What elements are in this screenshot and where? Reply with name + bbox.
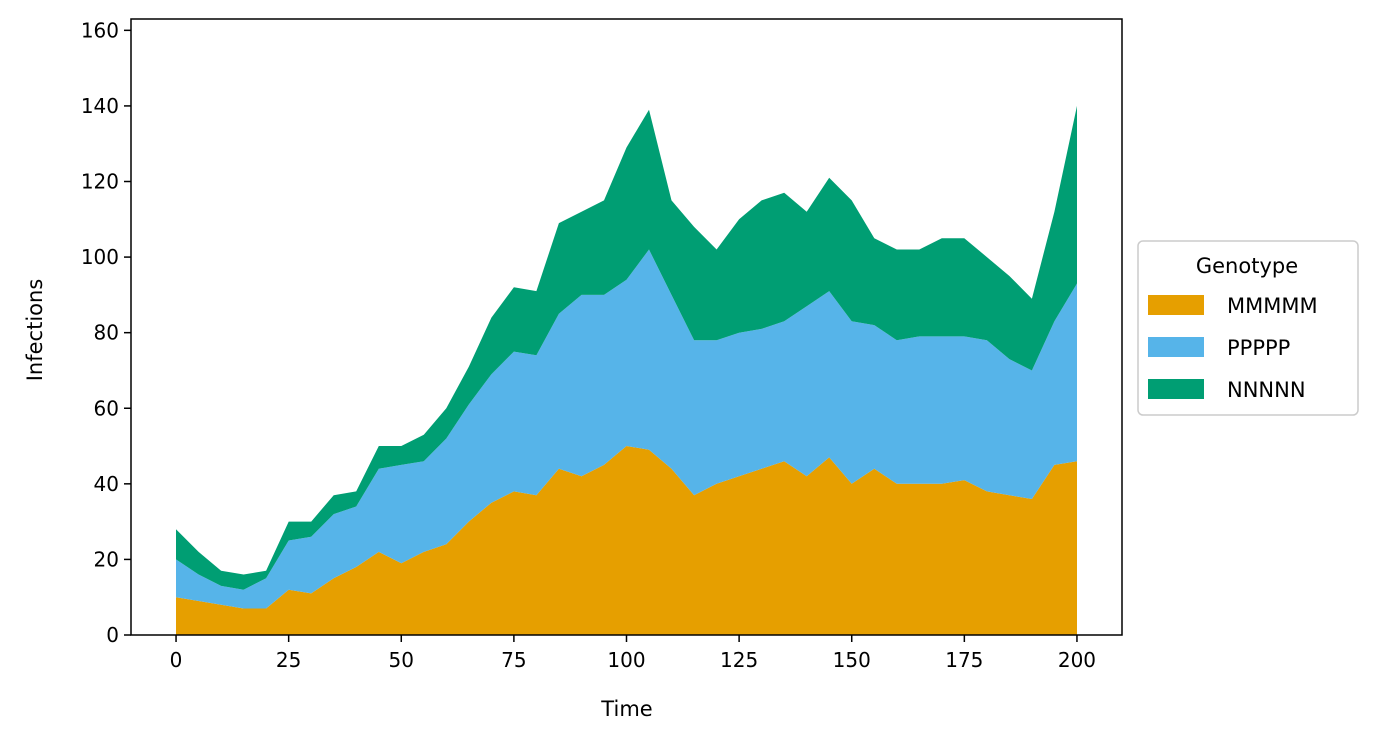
y-tick-label: 120 bbox=[81, 170, 119, 194]
y-tick-label: 80 bbox=[94, 321, 119, 345]
y-tick-label: 140 bbox=[81, 94, 119, 118]
legend-label-nnnnn: NNNNN bbox=[1227, 378, 1306, 402]
x-tick-label: 200 bbox=[1058, 648, 1096, 672]
y-tick-label: 60 bbox=[94, 396, 119, 420]
y-axis-label: Infections bbox=[23, 279, 47, 382]
y-tick-label: 100 bbox=[81, 245, 119, 269]
y-tick-label: 40 bbox=[94, 472, 119, 496]
area-series-ppppp bbox=[176, 249, 1077, 609]
area-series-nnnnn bbox=[176, 105, 1077, 590]
y-tick-label: 20 bbox=[94, 547, 119, 571]
x-tick-label: 75 bbox=[501, 648, 526, 672]
legend-items: MMMMM PPPPP NNNNN bbox=[1148, 294, 1318, 402]
legend-swatch-mmmmm bbox=[1148, 295, 1204, 315]
x-tick-label: 25 bbox=[276, 648, 301, 672]
legend-label-mmmmm: MMMMM bbox=[1227, 294, 1318, 318]
y-tick-label: 160 bbox=[81, 18, 119, 42]
legend-swatch-nnnnn bbox=[1148, 379, 1204, 399]
x-tick-label: 125 bbox=[720, 648, 758, 672]
x-tick-label: 100 bbox=[607, 648, 645, 672]
legend-swatch-ppppp bbox=[1148, 337, 1204, 357]
area-series-group bbox=[176, 105, 1077, 635]
y-tick-label: 0 bbox=[106, 623, 119, 647]
x-tick-label: 50 bbox=[389, 648, 414, 672]
x-tick-label: 175 bbox=[945, 648, 983, 672]
x-axis-label: Time bbox=[600, 697, 652, 721]
y-axis-ticks: 0 20 40 60 80 100 120 140 160 bbox=[81, 18, 131, 647]
legend-label-ppppp: PPPPP bbox=[1227, 336, 1290, 360]
x-tick-label: 150 bbox=[833, 648, 871, 672]
legend-title: Genotype bbox=[1196, 254, 1298, 278]
x-tick-label: 0 bbox=[170, 648, 183, 672]
legend-box bbox=[1137, 240, 1359, 416]
x-axis-ticks: 0 25 50 75 100 125 150 175 200 bbox=[170, 635, 1096, 672]
legend: Genotype MMMMM PPPPP NNNNN bbox=[1137, 240, 1359, 416]
area-series-mmmmm bbox=[176, 446, 1077, 635]
